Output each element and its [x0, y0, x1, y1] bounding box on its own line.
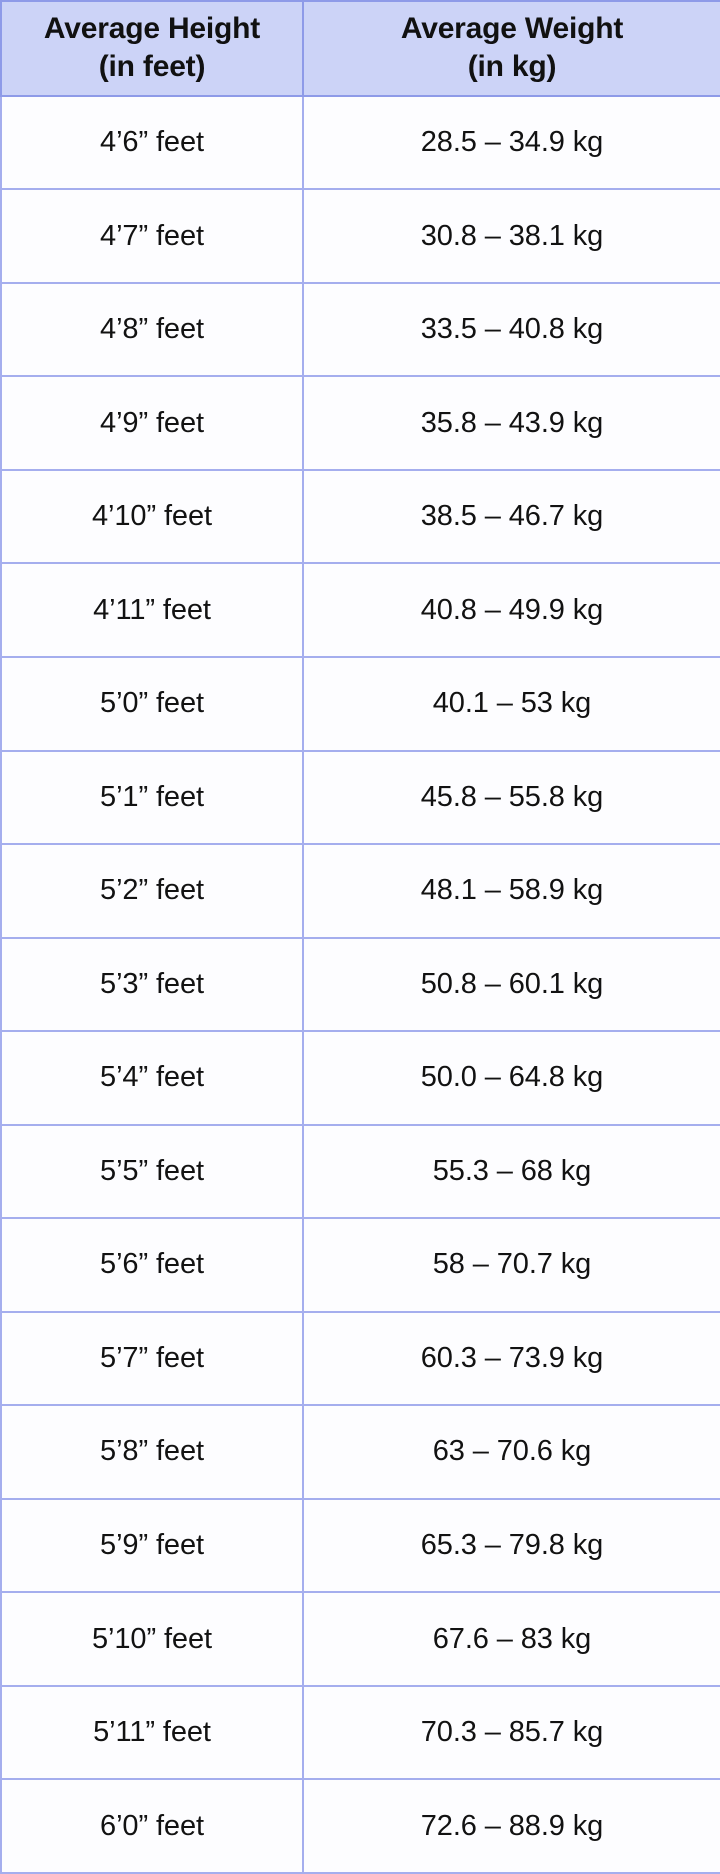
- cell-weight: 40.1 – 53 kg: [302, 655, 720, 752]
- cell-weight: 28.5 – 34.9 kg: [302, 94, 720, 191]
- cell-height: 4’6” feet: [0, 94, 304, 191]
- cell-weight: 55.3 – 68 kg: [302, 1123, 720, 1220]
- cell-height: 5’0” feet: [0, 655, 304, 752]
- table-row: 5’2” feet 48.1 – 58.9 kg: [0, 843, 720, 939]
- table-header: Average Height (in feet) Average Weight …: [0, 0, 720, 97]
- table-row: 5’4” feet 50.0 – 64.8 kg: [0, 1030, 720, 1126]
- column-header-height-line1: Average Height: [43, 12, 261, 45]
- cell-weight: 60.3 – 73.9 kg: [302, 1310, 720, 1407]
- column-header-height: Average Height (in feet): [0, 0, 304, 97]
- cell-height: 5’8” feet: [0, 1404, 304, 1500]
- table-row: 4’6” feet 28.5 – 34.9 kg: [0, 94, 720, 191]
- cell-height: 5’10” feet: [0, 1591, 304, 1687]
- cell-height: 4’9” feet: [0, 375, 304, 471]
- cell-height: 5’7” feet: [0, 1310, 304, 1407]
- cell-height: 4’11” feet: [0, 562, 304, 658]
- cell-weight: 58 – 70.7 kg: [302, 1217, 720, 1313]
- cell-weight: 38.5 – 46.7 kg: [302, 468, 720, 565]
- cell-weight: 48.1 – 58.9 kg: [302, 843, 720, 939]
- cell-weight: 65.3 – 79.8 kg: [302, 1497, 720, 1594]
- table-row: 4’7” feet 30.8 – 38.1 kg: [0, 188, 720, 284]
- column-header-weight-line2: (in kg): [467, 50, 557, 84]
- cell-weight: 50.0 – 64.8 kg: [302, 1030, 720, 1126]
- cell-height: 5’6” feet: [0, 1217, 304, 1313]
- cell-height: 5’2” feet: [0, 843, 304, 939]
- cell-weight: 30.8 – 38.1 kg: [302, 188, 720, 284]
- header-row: Average Height (in feet) Average Weight …: [0, 0, 720, 97]
- cell-height: 6’0” feet: [0, 1778, 304, 1874]
- table-row: 6’0” feet 72.6 – 88.9 kg: [0, 1778, 720, 1874]
- cell-weight: 70.3 – 85.7 kg: [302, 1684, 720, 1781]
- cell-height: 5’9” feet: [0, 1497, 304, 1594]
- table-row: 5’0” feet 40.1 – 53 kg: [0, 655, 720, 752]
- column-header-weight-line1: Average Weight: [400, 12, 624, 45]
- table-row: 5’11” feet 70.3 – 85.7 kg: [0, 1684, 720, 1781]
- cell-height: 4’8” feet: [0, 281, 304, 378]
- table-row: 5’9” feet 65.3 – 79.8 kg: [0, 1497, 720, 1594]
- cell-weight: 63 – 70.6 kg: [302, 1404, 720, 1500]
- column-header-height-line2: (in feet): [98, 50, 206, 84]
- cell-weight: 35.8 – 43.9 kg: [302, 375, 720, 471]
- cell-height: 4’10” feet: [0, 468, 304, 565]
- cell-weight: 50.8 – 60.1 kg: [302, 936, 720, 1033]
- table-row: 5’3” feet 50.8 – 60.1 kg: [0, 936, 720, 1033]
- cell-weight: 40.8 – 49.9 kg: [302, 562, 720, 658]
- cell-weight: 72.6 – 88.9 kg: [302, 1778, 720, 1874]
- cell-height: 5’4” feet: [0, 1030, 304, 1126]
- table-row: 5’5” feet 55.3 – 68 kg: [0, 1123, 720, 1220]
- table-row: 5’6” feet 58 – 70.7 kg: [0, 1217, 720, 1313]
- table-row: 5’10” feet 67.6 – 83 kg: [0, 1591, 720, 1687]
- table-row: 4’10” feet 38.5 – 46.7 kg: [0, 468, 720, 565]
- table-row: 4’9” feet 35.8 – 43.9 kg: [0, 375, 720, 471]
- cell-height: 4’7” feet: [0, 188, 304, 284]
- cell-weight: 33.5 – 40.8 kg: [302, 281, 720, 378]
- cell-weight: 45.8 – 55.8 kg: [302, 749, 720, 846]
- table-row: 4’8” feet 33.5 – 40.8 kg: [0, 281, 720, 378]
- column-header-weight: Average Weight (in kg): [302, 0, 720, 97]
- table-row: 5’8” feet 63 – 70.6 kg: [0, 1404, 720, 1500]
- cell-height: 5’3” feet: [0, 936, 304, 1033]
- table-row: 4’11” feet 40.8 – 49.9 kg: [0, 562, 720, 658]
- table-body: 4’6” feet 28.5 – 34.9 kg 4’7” feet 30.8 – 3…: [0, 94, 720, 1874]
- cell-height: 5’1” feet: [0, 749, 304, 846]
- cell-height: 5’5” feet: [0, 1123, 304, 1220]
- cell-height: 5’11” feet: [0, 1684, 304, 1781]
- table-row: 5’7” feet 60.3 – 73.9 kg: [0, 1310, 720, 1407]
- table-row: 5’1” feet 45.8 – 55.8 kg: [0, 749, 720, 846]
- cell-weight: 67.6 – 83 kg: [302, 1591, 720, 1687]
